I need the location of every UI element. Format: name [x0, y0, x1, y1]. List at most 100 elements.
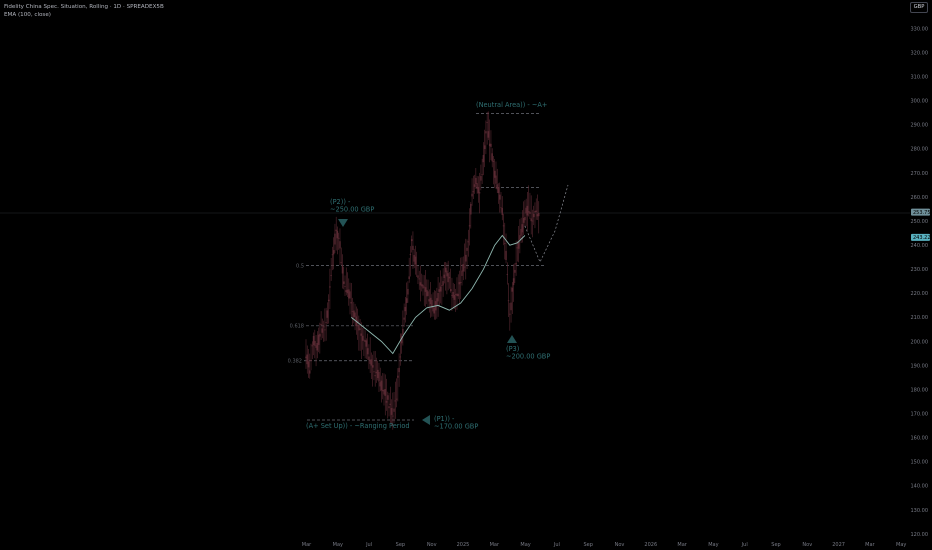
candle-body [407, 289, 409, 295]
y-tick-label: 330.00 [911, 26, 929, 32]
y-tick-label: 190.00 [911, 363, 929, 369]
candle-body [527, 211, 530, 213]
p1-marker-icon[interactable] [422, 415, 430, 425]
svg-text:243.22: 243.22 [913, 235, 931, 241]
candle-body [506, 273, 508, 275]
candle-body [365, 340, 368, 347]
candle-body [534, 210, 536, 213]
symbol-title[interactable]: Fidelity China Spec. Situation, Rolling … [4, 4, 164, 10]
y-tick-label: 200.00 [911, 339, 929, 345]
candle-body [436, 298, 438, 307]
candle-body [478, 192, 481, 194]
candle-body [413, 255, 415, 262]
annotation-p1[interactable]: (P1)) - [434, 415, 455, 423]
candle-body [423, 286, 425, 288]
annotation-neutral[interactable]: (Neutral Area)) - ~A+ [476, 101, 547, 109]
candle-body [525, 207, 527, 214]
y-tick-label: 170.00 [911, 412, 929, 418]
candle-body [455, 294, 457, 295]
candle-body [351, 311, 354, 312]
candle-body [509, 313, 511, 315]
candle-body [340, 262, 342, 264]
y-tick-label: 240.00 [911, 243, 929, 249]
annotation-p3[interactable]: ~200.00 GBP [506, 353, 550, 361]
candle-body [422, 284, 424, 289]
y-tick-label: 260.00 [911, 195, 929, 201]
candle-body [373, 371, 375, 373]
y-tick-label: 310.00 [911, 74, 929, 80]
candle-body [405, 298, 408, 304]
candle-body [398, 367, 400, 373]
candle-body [457, 293, 459, 297]
x-tick-label: Mar [490, 542, 500, 548]
x-tick-label: Mar [677, 542, 687, 548]
p3-marker-icon[interactable] [507, 335, 517, 343]
candle-body [350, 302, 352, 304]
candle-body [404, 306, 407, 312]
candle-body [390, 407, 393, 415]
candle-body [514, 269, 516, 273]
candle-body [389, 403, 391, 405]
x-tick-label: Mar [865, 542, 875, 548]
candle-body [473, 184, 476, 187]
y-tick-label: 300.00 [911, 99, 929, 105]
candle-body [353, 310, 355, 318]
candle-body [517, 242, 520, 249]
candle-body [366, 348, 369, 355]
currency-button[interactable]: GBP [910, 2, 928, 13]
y-tick-label: 210.00 [911, 315, 929, 321]
projection-path[interactable] [524, 184, 569, 263]
candle-body [481, 174, 483, 176]
candle-body [446, 270, 448, 277]
candle-body [462, 264, 464, 272]
annotation-setup[interactable]: (A+ Set Up)) - ~Ranging Period [306, 422, 410, 430]
candle-body [334, 233, 336, 245]
indicator-label[interactable]: EMA (100, close) [4, 12, 51, 18]
candle-body [416, 265, 418, 266]
candle-body [414, 256, 417, 265]
candle-body [521, 224, 524, 233]
candle-body [387, 395, 389, 400]
ema-price-tag: 243.22 [911, 233, 931, 241]
candle-body [490, 143, 492, 147]
candle-body [512, 278, 515, 286]
annotation-p2[interactable]: ~250.00 GBP [330, 206, 374, 214]
x-tick-label: May [708, 542, 718, 548]
candle-body [417, 275, 419, 278]
candle-body [475, 177, 477, 185]
candle-body [327, 299, 330, 302]
candle-body [492, 161, 495, 163]
candle-body [359, 328, 361, 330]
candle-body [456, 293, 458, 297]
x-tick-label: 2027 [832, 542, 845, 548]
candle-body [483, 145, 486, 150]
candle-body [330, 274, 332, 276]
candle-body [529, 211, 531, 214]
candle-body [408, 276, 410, 280]
candle-body [364, 340, 366, 343]
candle-body [360, 333, 363, 336]
candle-body [458, 282, 461, 285]
candle-body [433, 307, 436, 314]
candle-body [369, 359, 371, 364]
candle-body [496, 184, 498, 190]
y-tick-label: 220.00 [911, 291, 929, 297]
candle-body [522, 218, 525, 223]
candle-body [378, 371, 380, 382]
candle-body [344, 286, 346, 287]
candle-body [439, 286, 442, 292]
p2-marker-icon[interactable] [338, 219, 348, 227]
candle-body [395, 398, 398, 400]
candle-body [377, 369, 379, 379]
candle-body [382, 389, 384, 392]
candle-body [502, 225, 505, 227]
annotation-p1[interactable]: ~170.00 GBP [434, 423, 478, 431]
annotation-p3[interactable]: (P3) [506, 345, 519, 353]
candle-body [319, 333, 321, 337]
annotation-p2[interactable]: (P2)) - [330, 198, 351, 206]
candle-body [400, 335, 403, 344]
candle-body [380, 380, 383, 391]
candle-body [374, 375, 376, 377]
ema-line [351, 234, 526, 355]
